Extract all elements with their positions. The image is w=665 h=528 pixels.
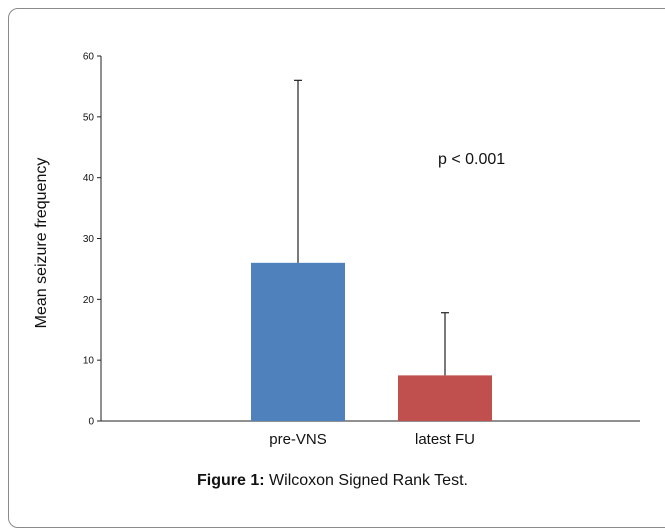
y-tick-label: 40	[83, 173, 95, 184]
x-category-label: pre-VNS	[269, 431, 327, 448]
bar-chart: 0 10 20 30 40 50 60 pre-VNS latest FU	[83, 52, 640, 448]
bar-latest-fu	[398, 375, 492, 421]
p-value-annotation: p < 0.001	[438, 151, 506, 168]
x-category-label: latest FU	[415, 431, 475, 448]
y-tick-label: 0	[88, 417, 94, 428]
y-axis-label: Mean seizure frequency	[33, 157, 50, 329]
y-tick-label: 30	[83, 234, 95, 245]
caption-prefix: Figure 1:	[197, 472, 265, 489]
bar-pre-vns	[251, 262, 345, 421]
y-tick-label: 20	[83, 295, 95, 306]
figure-caption: Figure 1: Wilcoxon Signed Rank Test.	[0, 472, 665, 490]
caption-text: Wilcoxon Signed Rank Test.	[264, 472, 468, 489]
y-tick-label: 50	[83, 112, 95, 123]
y-tick-label: 60	[83, 52, 95, 63]
y-tick-label: 10	[83, 356, 95, 367]
